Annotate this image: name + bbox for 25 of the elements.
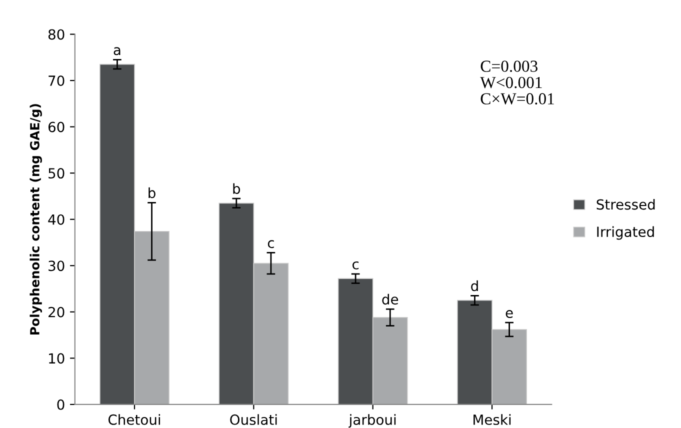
y-tick-label: 40 (48, 214, 64, 225)
y-tick-label: 70 (48, 75, 64, 86)
data-label: d (471, 280, 478, 292)
data-label: b (148, 187, 156, 198)
data-label: c (352, 261, 359, 270)
y-tick-label: 0 (57, 399, 64, 410)
y-tick-label: 10 (49, 353, 64, 364)
y-tick-label: 60 (48, 122, 64, 132)
data-label: e (506, 310, 513, 318)
y-tick-label: 80 (48, 29, 64, 40)
annotation: C=0.003 W<0.001 C×W=0.01 (480, 60, 554, 105)
y-axis-title: Polyphenolic content (mg GAE/g) (30, 104, 42, 335)
y-tick-label: 20 (48, 306, 64, 318)
x-tick-label: Chetoui (108, 414, 160, 425)
x-tick-label: Ouslati (230, 414, 277, 425)
y-tick-label: 50 (48, 168, 64, 179)
data-label: b (233, 183, 240, 194)
x-tick-label: Meski (474, 414, 511, 425)
data-label: a (114, 47, 120, 56)
data-label: c (268, 240, 274, 248)
data-label: de (382, 294, 398, 305)
y-tick-label: 30 (48, 260, 64, 272)
legend-label: Irrigated (597, 226, 654, 240)
x-tick-label: jarboui (348, 414, 396, 428)
legend-label: Stressed (596, 198, 655, 210)
